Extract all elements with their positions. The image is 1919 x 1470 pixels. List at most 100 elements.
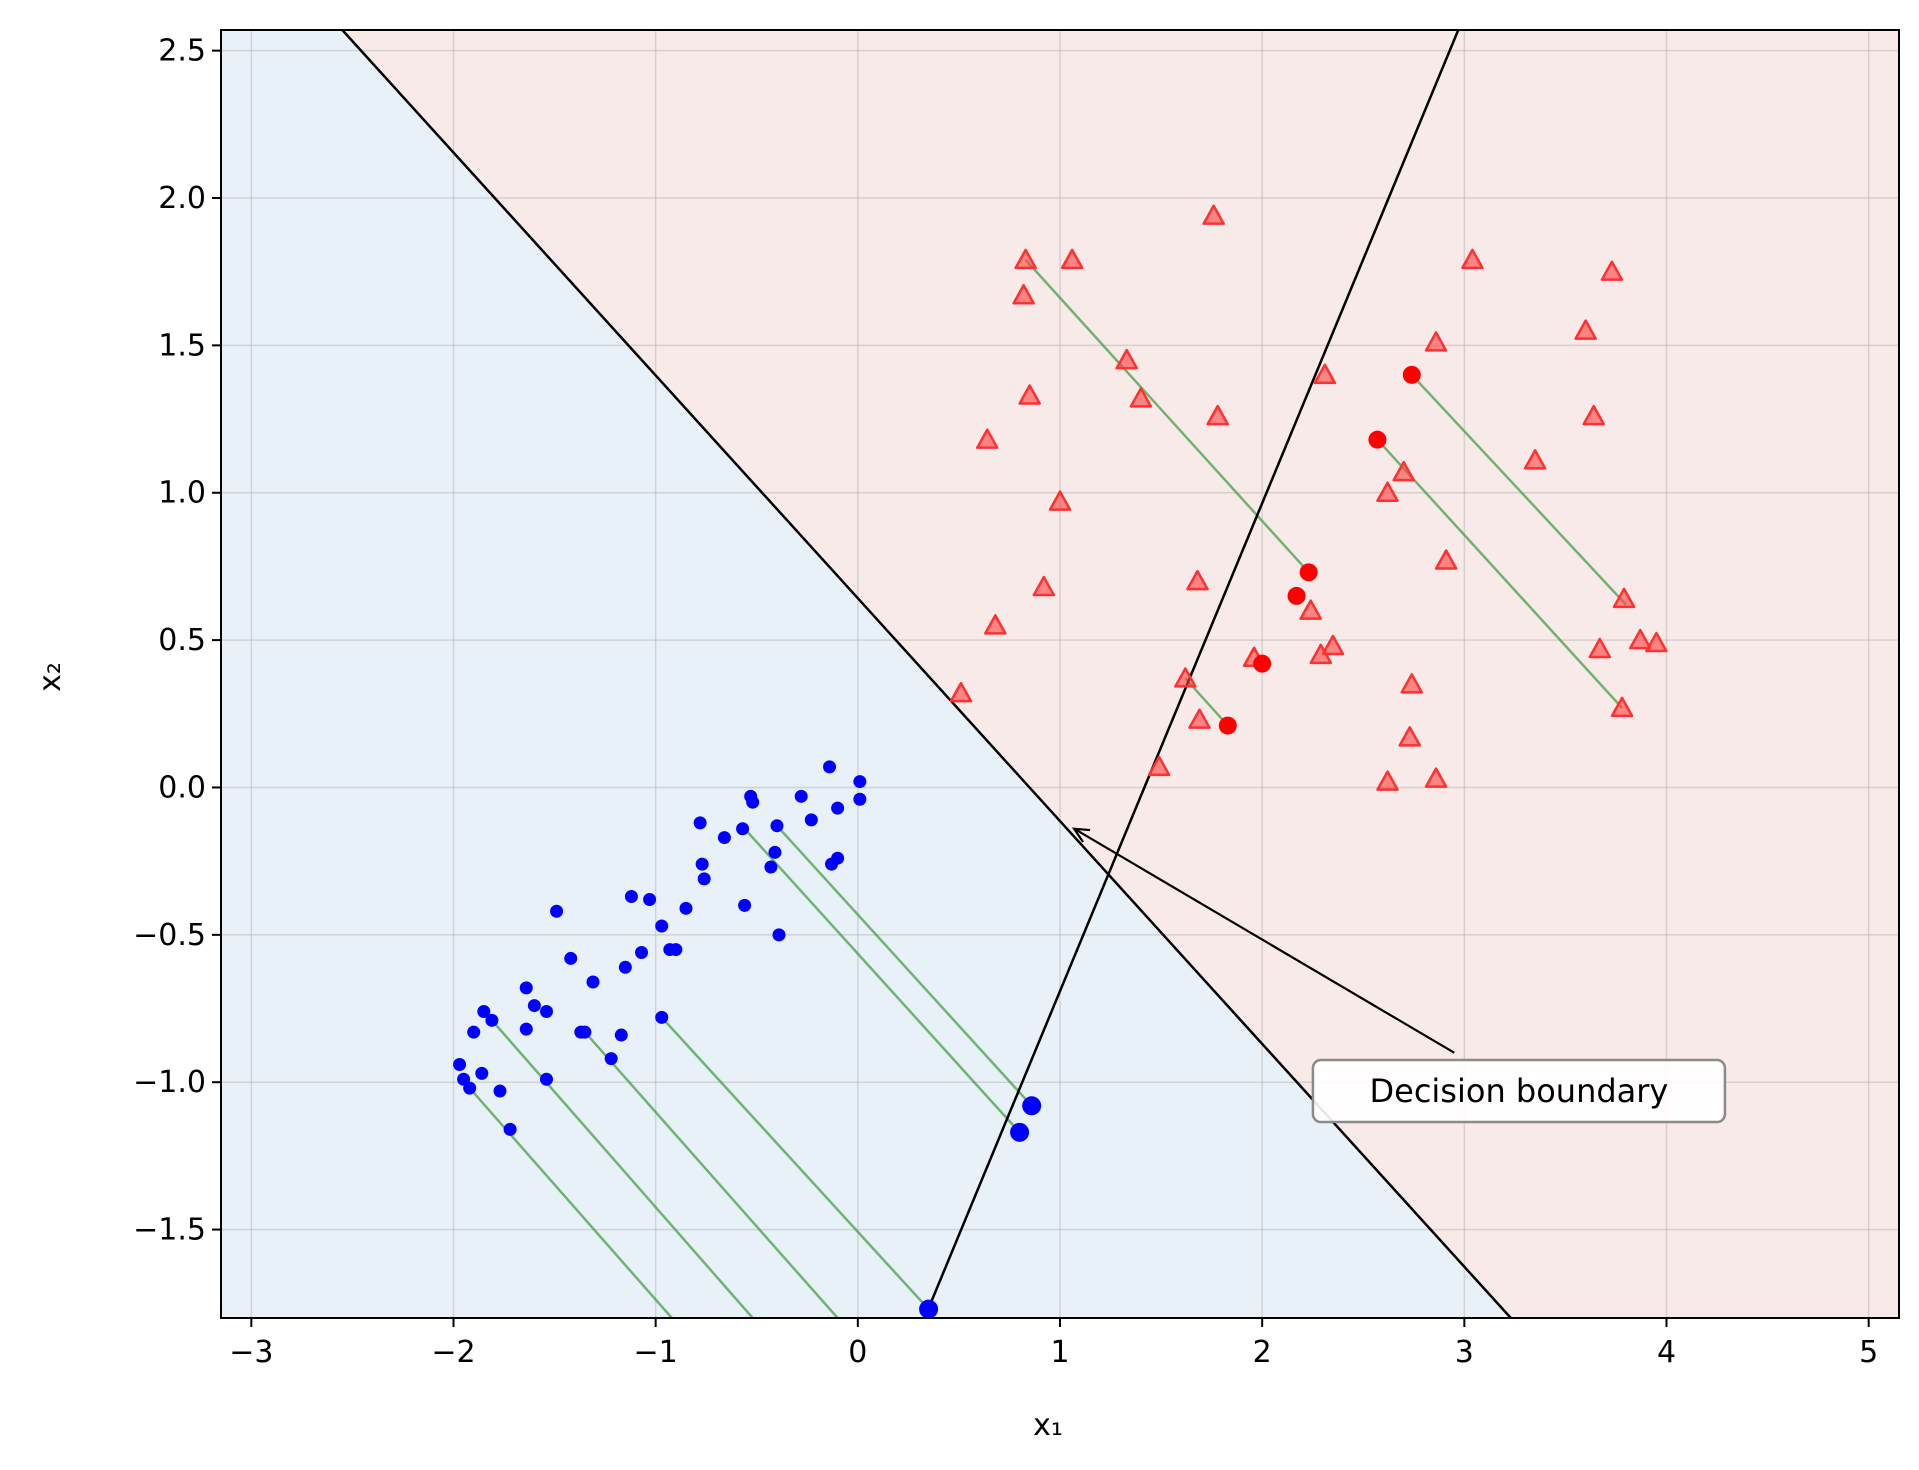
- blue-dot-point: [772, 928, 786, 942]
- blue-dot-point: [770, 819, 784, 833]
- connector-line: [583, 1031, 839, 1318]
- y-tick-label: −1.0: [133, 1065, 206, 1100]
- x-tick-label: −3: [229, 1335, 273, 1370]
- red-triangle-point: [1115, 348, 1138, 370]
- blue-dot-point: [467, 1025, 481, 1039]
- red-triangle-point: [1313, 363, 1337, 385]
- projection-points-layer: [919, 365, 1421, 1319]
- blue-dot-point: [655, 1010, 669, 1024]
- y-tick-label: 0.0: [158, 770, 206, 805]
- red-projection-point: [1218, 716, 1237, 735]
- red-triangle-point: [1424, 331, 1448, 352]
- blue-dot-point: [679, 901, 693, 915]
- blue-dot-point: [574, 1025, 588, 1039]
- blue-dot-point: [539, 1072, 553, 1086]
- red-triangle-point: [1206, 404, 1229, 426]
- red-points-layer: [949, 204, 1668, 791]
- connector-line: [1024, 259, 1310, 574]
- blue-dot-point: [693, 816, 707, 830]
- red-region: [342, 30, 1899, 1318]
- connector-line: [468, 1087, 673, 1318]
- blue-dot-point: [453, 1058, 467, 1072]
- blue-dot-point: [475, 1066, 489, 1080]
- blue-dot-point: [618, 960, 632, 974]
- blue-dot-point: [853, 792, 867, 806]
- y-tick-label: 2.0: [158, 181, 206, 216]
- connector-line: [776, 824, 1033, 1107]
- red-triangle-point: [1048, 490, 1072, 511]
- blue-dot-point: [695, 857, 709, 871]
- red-triangle-point: [975, 428, 999, 449]
- blue-dot-point: [485, 1013, 499, 1027]
- blue-projection-point: [1022, 1096, 1042, 1116]
- blue-dot-point: [794, 789, 808, 803]
- blue-dot-point: [635, 946, 649, 960]
- red-triangle-point: [984, 614, 1007, 635]
- red-triangle-point: [1147, 755, 1171, 777]
- y-tick-label: 1.0: [158, 476, 206, 511]
- regions-layer: [221, 30, 1899, 1318]
- x-tick-label: 5: [1859, 1335, 1878, 1370]
- x-axis-label: x₁: [1033, 1408, 1063, 1443]
- y-tick-label: −0.5: [133, 918, 206, 953]
- x-tick-label: 0: [848, 1335, 867, 1370]
- blue-dot-point: [477, 1004, 491, 1018]
- blue-dot-point: [493, 1084, 507, 1098]
- blue-dot-point: [697, 872, 711, 886]
- x-tick-labels: −3 −2 −1 0 1 2 3 4 5: [229, 1318, 1878, 1370]
- blue-dot-point: [550, 904, 564, 918]
- red-triangle-point: [1012, 284, 1035, 305]
- blue-dot-point: [604, 1052, 618, 1066]
- red-triangle-point: [1309, 643, 1333, 665]
- blue-dot-point: [624, 890, 638, 904]
- blue-dot-point: [717, 831, 731, 845]
- red-triangle-point: [1588, 637, 1612, 659]
- red-projection-point: [1253, 654, 1272, 673]
- red-triangle-point: [1174, 667, 1197, 688]
- blue-dot-point: [764, 860, 778, 874]
- red-triangle-point: [1612, 587, 1636, 609]
- red-triangle-point: [1582, 404, 1605, 426]
- red-projection-point: [1299, 563, 1318, 582]
- blue-projection-point: [919, 1299, 939, 1319]
- red-triangle-point: [1398, 726, 1422, 747]
- annotation-text: Decision boundary: [1369, 1072, 1668, 1110]
- blue-dot-point: [831, 801, 845, 815]
- blue-dot-point: [655, 919, 669, 933]
- x-tick-label: 4: [1657, 1335, 1676, 1370]
- red-triangle-point: [1188, 708, 1211, 729]
- red-triangle-point: [1060, 248, 1084, 270]
- y-tick-label: 1.5: [158, 328, 206, 363]
- connector-line: [1410, 373, 1627, 606]
- red-triangle-point: [1186, 569, 1209, 591]
- blue-dot-point: [503, 1122, 517, 1136]
- red-triangle-point: [1032, 575, 1056, 597]
- red-triangle-point: [949, 681, 973, 703]
- red-triangle-point: [1628, 628, 1652, 650]
- blue-region: [221, 30, 1511, 1318]
- red-triangle-point: [1461, 248, 1484, 270]
- red-triangle-point: [1014, 248, 1037, 270]
- red-triangle-point: [1129, 387, 1153, 408]
- x-tick-label: 2: [1253, 1335, 1272, 1370]
- red-triangle-point: [1299, 599, 1322, 620]
- red-triangle-point: [1610, 696, 1634, 718]
- red-triangle-point: [1434, 549, 1458, 570]
- blue-dot-point: [519, 1022, 533, 1036]
- connectors-layer: [468, 259, 1627, 1318]
- connector-line: [1376, 438, 1623, 709]
- x-tick-label: 3: [1455, 1335, 1474, 1370]
- y-tick-label: 0.5: [158, 623, 206, 658]
- blue-dot-point: [804, 813, 818, 827]
- blue-dot-point: [457, 1072, 471, 1086]
- blue-dot-point: [519, 981, 533, 995]
- blue-projection-point: [1010, 1122, 1030, 1142]
- red-triangle-point: [1392, 460, 1415, 482]
- red-triangle-point: [1376, 770, 1399, 791]
- red-triangle-point: [1424, 767, 1448, 788]
- y-tick-label: −1.5: [133, 1213, 206, 1248]
- red-triangle-point: [1376, 481, 1399, 502]
- red-projection-point: [1402, 365, 1421, 384]
- blue-dot-point: [539, 1004, 553, 1018]
